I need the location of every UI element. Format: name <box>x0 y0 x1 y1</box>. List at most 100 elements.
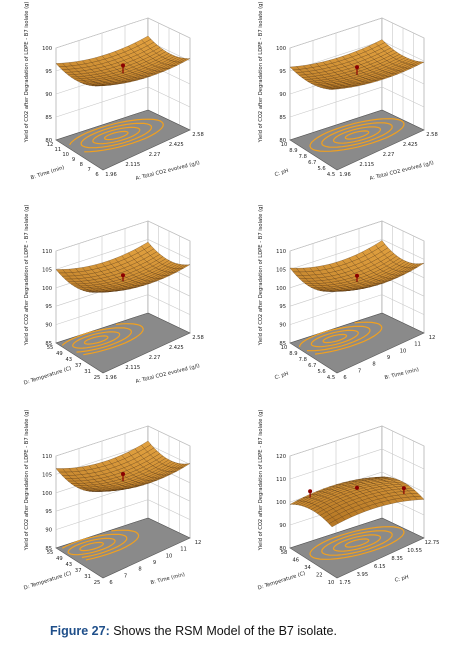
right-axis-tick: 12.75 <box>425 540 440 546</box>
z-tick-label: 80 <box>279 138 286 144</box>
right-axis-tick: 1.96 <box>339 172 351 178</box>
z-tick-label: 100 <box>276 500 286 506</box>
right-axis-tick: 2.58 <box>426 132 438 138</box>
left-axis-label: C: pH <box>274 168 289 178</box>
z-tick-label: 90 <box>279 323 286 329</box>
z-tick-label: 80 <box>279 546 286 552</box>
z-tick-label: 95 <box>45 69 52 75</box>
z-tick-label: 110 <box>42 454 52 460</box>
z-tick-label: 100 <box>42 286 52 292</box>
contour-line <box>69 118 164 153</box>
z-tick-label: 110 <box>42 249 52 255</box>
left-axis-label: D: Temperature (C) <box>23 366 72 387</box>
left-axis-tick: 6 <box>95 172 98 178</box>
left-axis-tick: 6.7 <box>308 160 316 166</box>
right-axis-label: B: Time (min) <box>384 367 420 381</box>
z-tick-label: 95 <box>279 69 286 75</box>
right-axis-tick: 2.115 <box>359 162 374 168</box>
left-axis-tick: 43 <box>65 357 72 363</box>
z-tick-label: 95 <box>279 304 286 310</box>
surface-facet <box>180 58 191 63</box>
right-axis-label: A: Total CO2 evolved (g/l) <box>369 160 434 182</box>
left-axis-tick: 31 <box>84 574 91 580</box>
z-tick-label: 100 <box>276 46 286 52</box>
right-axis-tick: 1.96 <box>105 172 117 178</box>
left-axis-tick: 4.5 <box>327 375 335 381</box>
right-axis-tick: 2.27 <box>383 152 395 158</box>
right-axis-tick: 6 <box>109 580 112 586</box>
z-tick-label: 80 <box>45 138 52 144</box>
left-axis-label: C: pH <box>274 371 289 381</box>
left-axis-tick: 12 <box>47 142 54 148</box>
right-axis-tick: 8 <box>372 362 375 368</box>
right-axis-tick: 11 <box>180 547 187 553</box>
z-axis-label: Yield of CO2 after Degradation of LDPE -… <box>24 205 30 347</box>
z-axis-label: Yield of CO2 after Degradation of LDPE -… <box>24 410 30 552</box>
design-point-marker <box>121 273 125 278</box>
left-axis-label: B: Time (min) <box>30 165 65 182</box>
figure-caption-label: Figure 27: <box>50 624 110 638</box>
right-axis-tick: 6 <box>343 375 346 381</box>
z-tick-label: 85 <box>45 546 52 552</box>
z-tick-label: 85 <box>279 341 286 347</box>
left-axis-tick: 8.9 <box>289 351 297 357</box>
z-tick-label: 90 <box>45 92 52 98</box>
right-axis-tick: 7 <box>358 368 361 374</box>
z-tick-label: 105 <box>42 472 52 478</box>
surface-facet <box>414 496 425 500</box>
left-axis-tick: 10 <box>281 142 288 148</box>
right-axis-tick: 9 <box>387 355 390 361</box>
left-axis-tick: 34 <box>304 565 311 571</box>
contour-line <box>309 118 405 152</box>
right-axis-tick: 10 <box>166 553 173 559</box>
chart-panel-2: 80 85 90 95 100 Yield of CO2 after Degradatio… <box>258 2 438 182</box>
z-axis-label: Yield of CO2 after Degradation of LDPE -… <box>258 2 264 144</box>
left-axis-tick: 6.7 <box>308 363 316 369</box>
contour-line <box>83 335 109 345</box>
contour-line <box>72 331 121 349</box>
left-axis-tick: 8.9 <box>289 148 297 154</box>
z-axis-label: Yield of CO2 after Degradation of LDPE -… <box>258 205 264 347</box>
figure-caption-text: Shows the RSM Model of the B7 isolate. <box>109 624 337 638</box>
z-tick-label: 90 <box>45 323 52 329</box>
left-axis-tick: 11 <box>55 147 62 153</box>
left-axis-tick: 7.8 <box>299 154 307 160</box>
right-axis-tick: 2.115 <box>125 162 140 168</box>
left-axis-tick: 55 <box>47 550 54 556</box>
right-axis-tick: 2.27 <box>149 355 161 361</box>
design-point-marker <box>355 65 359 70</box>
z-tick-label: 105 <box>42 267 52 273</box>
left-axis-label: D: Temperature (C) <box>257 571 306 592</box>
left-axis-tick: 5.6 <box>317 166 325 172</box>
contour-line <box>80 122 153 149</box>
right-axis-tick: 11 <box>414 342 421 348</box>
right-axis-tick: 2.425 <box>169 142 184 148</box>
z-tick-label: 105 <box>276 267 286 273</box>
contour-line <box>62 533 128 559</box>
chart-panel-1: 80 85 90 95 100 Yield of CO2 after Degradatio… <box>24 2 204 182</box>
z-tick-label: 90 <box>45 528 52 534</box>
left-axis-tick: 7 <box>88 167 91 173</box>
right-axis-tick: 12 <box>429 335 436 341</box>
right-axis-tick: 12 <box>195 540 202 546</box>
design-point-marker <box>355 485 359 490</box>
z-tick-label: 85 <box>45 341 52 347</box>
z-tick-label: 95 <box>45 509 52 515</box>
left-axis-tick: 37 <box>75 568 82 574</box>
contour-line <box>79 541 104 552</box>
right-axis-tick: 7 <box>124 573 127 579</box>
design-point-marker <box>401 486 406 491</box>
left-axis-label: D: Temperature (C) <box>23 571 72 592</box>
left-axis-tick: 25 <box>94 580 101 586</box>
right-axis-tick: 2.425 <box>169 345 184 351</box>
left-axis-tick: 31 <box>84 369 91 375</box>
z-tick-label: 85 <box>279 115 286 121</box>
z-tick-label: 95 <box>45 304 52 310</box>
right-axis-tick: 1.96 <box>105 375 117 381</box>
surface-facet <box>180 463 191 469</box>
right-axis-tick: 9 <box>153 560 156 566</box>
z-axis-label: Yield of CO2 after Degradation of LDPE -… <box>24 2 30 144</box>
left-axis-tick: 43 <box>65 562 72 568</box>
right-axis-tick: 2.58 <box>192 335 204 341</box>
contour-line <box>67 537 116 556</box>
